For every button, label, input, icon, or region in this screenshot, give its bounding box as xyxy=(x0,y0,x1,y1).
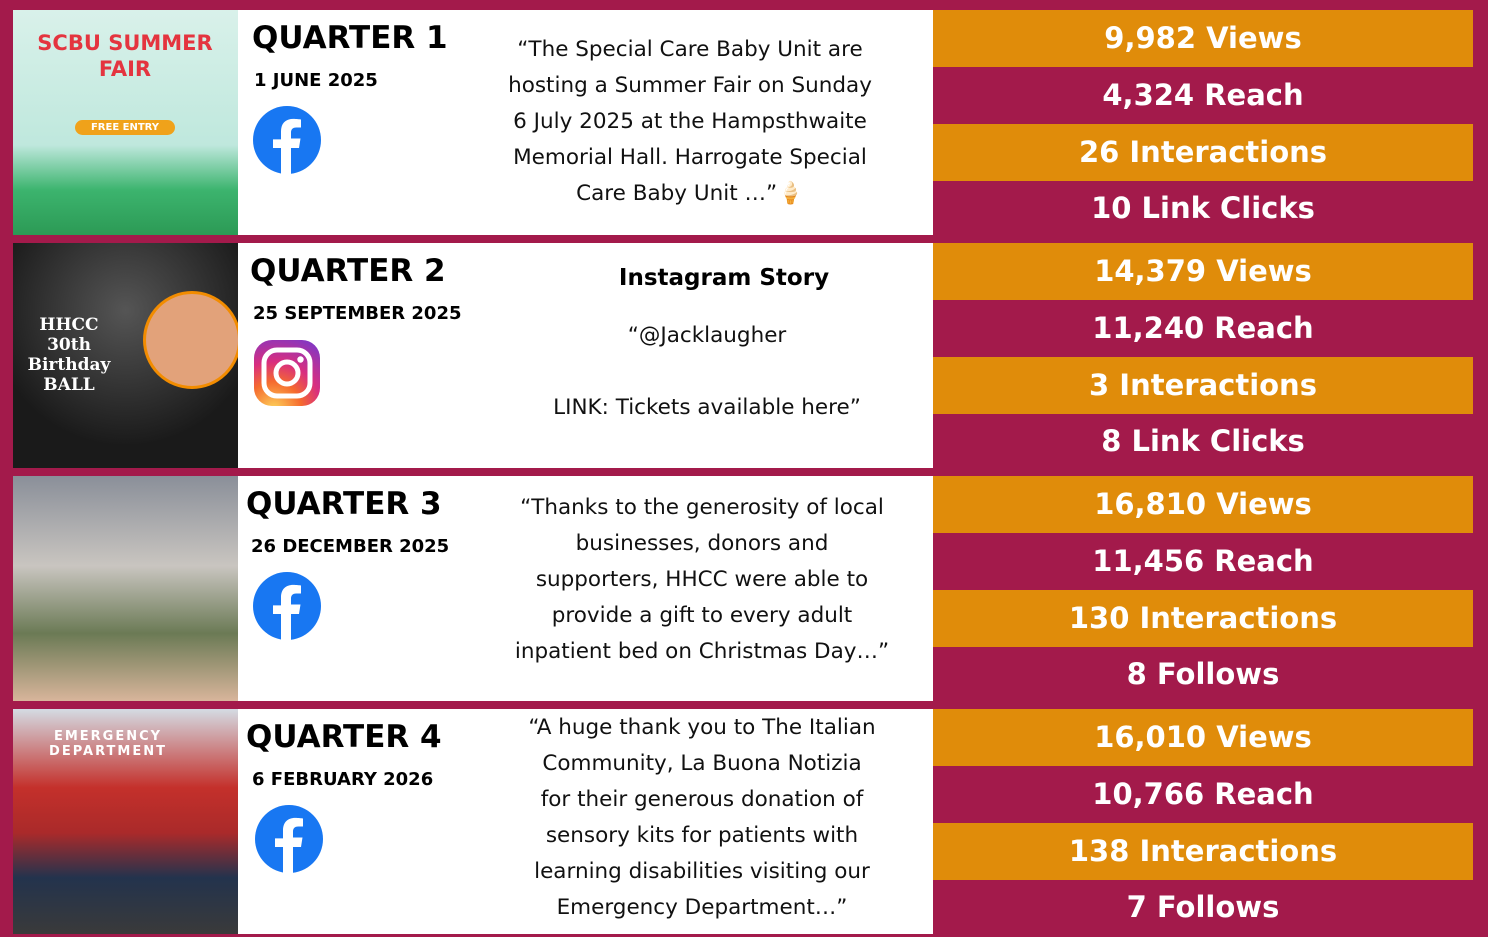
post-caption-line: “Thanks to the generosity of local xyxy=(520,495,884,520)
facebook-icon xyxy=(255,805,323,874)
post-caption-line: for their generous donation of xyxy=(540,787,864,812)
thumbnail-badge: FREE ENTRY xyxy=(75,120,175,135)
thumbnail-headline: SCBU SUMMER FAIR xyxy=(37,31,213,81)
thumbnail: SCBU SUMMER FAIR FREE ENTRY xyxy=(13,10,238,235)
thumbnail xyxy=(13,476,238,701)
stat: 130 Interactions xyxy=(933,590,1473,647)
stat: 10,766 Reach xyxy=(1092,777,1314,811)
post-heading: Instagram Story xyxy=(618,265,830,291)
thumbnail-photo xyxy=(143,291,238,389)
post-caption-line: “The Special Care Baby Unit are xyxy=(517,37,863,62)
thumbnail: EMERGENCY DEPARTMENT xyxy=(13,709,238,934)
quarter-title: QUARTER 3 xyxy=(246,486,442,522)
stat: 9,982 Views xyxy=(933,10,1473,67)
post-caption-line: LINK: Tickets available here” xyxy=(553,395,861,420)
stat: 14,379 Views xyxy=(933,243,1473,300)
quarter-date: 25 SEPTEMBER 2025 xyxy=(253,303,462,324)
stat: 10 Link Clicks xyxy=(1091,191,1315,225)
post-caption-line: Care Baby Unit …”🍦 xyxy=(576,181,804,206)
stat: 8 Follows xyxy=(1126,657,1280,691)
thumbnail: HHCC 30th Birthday BALL xyxy=(13,243,238,468)
quarter-date: 1 JUNE 2025 xyxy=(254,70,378,91)
stat: 11,456 Reach xyxy=(1092,544,1314,578)
post-caption-line: hosting a Summer Fair on Sunday xyxy=(508,73,872,98)
stat: 7 Follows xyxy=(1126,890,1280,924)
quarter-title: QUARTER 1 xyxy=(252,20,448,56)
row-panel xyxy=(238,476,933,701)
stat: 4,324 Reach xyxy=(1102,78,1304,112)
quarter-title: QUARTER 4 xyxy=(246,719,442,755)
stat: 3 Interactions xyxy=(933,357,1473,414)
platform-icon xyxy=(252,571,322,641)
row-panel xyxy=(238,10,933,235)
thumbnail-headline: EMERGENCY DEPARTMENT xyxy=(49,729,167,759)
post-caption-line: “A huge thank you to The Italian xyxy=(528,715,876,740)
platform-icon xyxy=(252,338,322,408)
quarter-title: QUARTER 2 xyxy=(250,253,446,289)
stat: 16,810 Views xyxy=(933,476,1473,533)
platform-icon xyxy=(252,105,322,175)
quarter-date: 6 FEBRUARY 2026 xyxy=(252,769,434,790)
stat: 11,240 Reach xyxy=(1092,311,1314,345)
post-caption-line: inpatient bed on Christmas Day…” xyxy=(514,639,890,664)
post-caption-line: businesses, donors and xyxy=(575,531,829,556)
post-caption-line: Community, La Buona Notizia xyxy=(542,751,862,776)
post-caption-line: sensory kits for patients with xyxy=(545,823,859,848)
facebook-icon xyxy=(253,106,321,175)
stat: 26 Interactions xyxy=(933,124,1473,181)
stat: 16,010 Views xyxy=(933,709,1473,766)
quarter-date: 26 DECEMBER 2025 xyxy=(251,536,450,557)
post-caption-line: “@Jacklaugher xyxy=(627,323,787,348)
post-caption-line: 6 July 2025 at the Hampsthwaite xyxy=(513,109,867,134)
row-panel xyxy=(238,243,933,468)
stat: 138 Interactions xyxy=(933,823,1473,880)
post-caption-line: Emergency Department…” xyxy=(556,895,848,920)
post-caption-line: provide a gift to every adult xyxy=(551,603,853,628)
post-caption-line: Memorial Hall. Harrogate Special xyxy=(513,145,867,170)
thumbnail-headline: HHCC 30th Birthday BALL xyxy=(27,315,111,395)
post-caption-line: supporters, HHCC were able to xyxy=(535,567,869,592)
platform-icon xyxy=(254,804,324,874)
instagram-icon xyxy=(254,340,320,406)
post-caption-line: learning disabilities visiting our xyxy=(534,859,870,884)
stat: 8 Link Clicks xyxy=(1101,424,1305,458)
facebook-icon xyxy=(253,572,321,641)
row-panel xyxy=(238,709,933,934)
